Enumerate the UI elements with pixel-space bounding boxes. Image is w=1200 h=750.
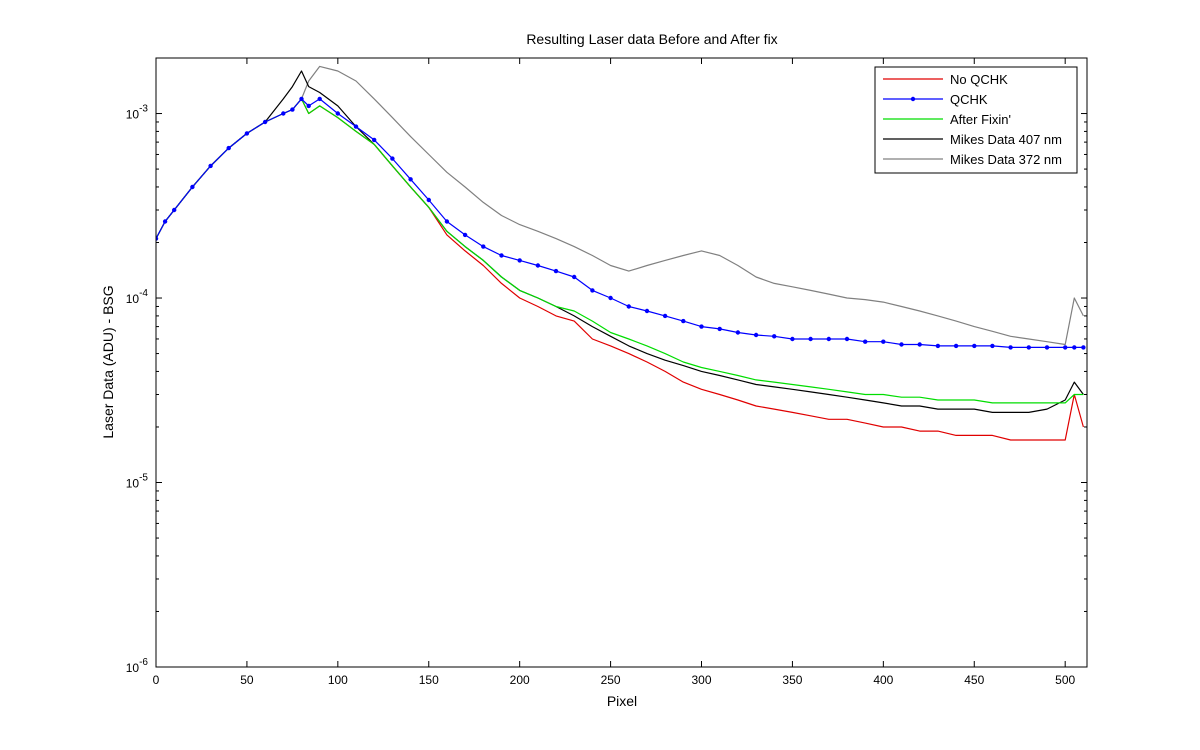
series-point-qchk — [281, 111, 286, 116]
series-point-qchk — [881, 339, 886, 344]
series-point-qchk — [535, 263, 541, 268]
series-point-qchk — [481, 244, 486, 249]
chart-title: Resulting Laser data Before and After fi… — [526, 31, 777, 47]
series-point-qchk — [1026, 345, 1032, 350]
series-point-qchk — [499, 253, 504, 258]
series-point-qchk — [1044, 345, 1050, 350]
series-point-qchk — [935, 343, 941, 349]
series-point-qchk — [1063, 345, 1068, 350]
series-point-qchk — [162, 219, 168, 224]
series-point-qchk — [462, 232, 468, 238]
axes-layer: 0 50 100 150 200 250 300 350 400 450 500 10-6 10-5 10… — [126, 57, 1088, 687]
series-point-qchk — [244, 131, 250, 136]
series-point-qchk — [990, 343, 995, 349]
legend-label-qchk: QCHK — [950, 92, 988, 107]
series-point-qchk — [299, 96, 304, 102]
series-point-qchk — [426, 197, 431, 203]
series-point-qchk — [353, 124, 359, 129]
series-point-qchk — [808, 336, 813, 342]
series-point-qchk — [735, 330, 741, 335]
series-point-qchk — [1008, 345, 1013, 350]
series-point-qchk — [226, 145, 231, 151]
series-point-qchk — [972, 343, 977, 349]
series-point-qchk — [790, 336, 795, 342]
series-point-qchk — [626, 304, 631, 309]
series-point-qchk — [572, 274, 577, 280]
x-tick-label: 350 — [782, 673, 802, 687]
series-point-qchk — [953, 343, 959, 349]
series-point-qchk — [753, 332, 759, 338]
plot-frame — [155, 57, 1088, 668]
y-axis-title: Laser Data (ADU) - BSG — [100, 285, 116, 438]
legend-label-mikes-data-407-nm: Mikes Data 407 nm — [950, 132, 1062, 147]
series-point-qchk — [317, 96, 322, 102]
series-point-qchk — [717, 326, 722, 332]
series-point-qchk — [390, 156, 395, 161]
series-point-qchk — [1081, 345, 1086, 350]
x-tick-label: 200 — [510, 673, 530, 687]
series-point-qchk — [517, 258, 522, 263]
x-tick-label: 400 — [873, 673, 893, 687]
y-tick-label: 10-3 — [126, 104, 149, 122]
x-tick-label: 300 — [691, 673, 711, 687]
y-tick-label: 10-6 — [126, 657, 149, 675]
series-group — [156, 65, 1086, 441]
plot-layer — [156, 65, 1086, 441]
y-tick-label: 10-5 — [126, 473, 149, 491]
legend-label-no-qchk: No QCHK — [950, 72, 1008, 87]
series-point-qchk — [826, 336, 831, 342]
x-tick-label: 500 — [1055, 673, 1075, 687]
series-point-qchk — [608, 295, 613, 301]
series-point-qchk — [662, 313, 668, 319]
series-point-qchk — [844, 336, 850, 342]
series-point-qchk — [172, 207, 177, 213]
legend-label-after-fixin: After Fixin' — [950, 112, 1011, 127]
legend: No QCHK QCHK After Fixin' Mikes Data 407 nm… — [874, 66, 1078, 174]
series-point-qchk — [699, 324, 704, 329]
x-tick-label: 250 — [601, 673, 621, 687]
x-tick-label: 50 — [240, 673, 254, 687]
x-axis-title: Pixel — [607, 693, 637, 709]
series-point-qchk — [899, 342, 904, 347]
series-point-qchk — [863, 339, 868, 344]
series-point-qchk — [306, 103, 311, 109]
legend-marker-qchk — [910, 96, 916, 102]
legend-label-mikes-data-372-nm: Mikes Data 372 nm — [950, 152, 1062, 167]
series-point-qchk — [208, 163, 213, 169]
y-tick-label: 10-4 — [126, 288, 149, 306]
series-point-qchk — [681, 318, 686, 324]
series-point-qchk — [444, 219, 450, 224]
series-point-qchk — [262, 119, 268, 125]
series-point-qchk — [290, 107, 295, 112]
series-point-qchk — [335, 111, 340, 116]
series-point-qchk — [590, 288, 595, 293]
series-line-mikes-data-407-nm — [156, 70, 1084, 413]
x-tick-label: 450 — [964, 673, 984, 687]
series-point-qchk — [1072, 345, 1077, 350]
series-point-qchk — [190, 184, 195, 190]
legend-box — [874, 66, 1078, 174]
series-point-qchk — [408, 177, 413, 182]
x-tick-label: 150 — [419, 673, 439, 687]
series-point-qchk — [644, 308, 650, 314]
series-point-qchk — [772, 334, 777, 339]
series-point-qchk — [917, 342, 922, 347]
series-point-qchk — [156, 236, 159, 241]
series-point-qchk — [372, 137, 377, 143]
x-tick-label: 100 — [328, 673, 348, 687]
series-point-qchk — [553, 268, 559, 274]
series-line-qchk — [156, 98, 1084, 348]
x-tick-label: 0 — [153, 673, 160, 687]
